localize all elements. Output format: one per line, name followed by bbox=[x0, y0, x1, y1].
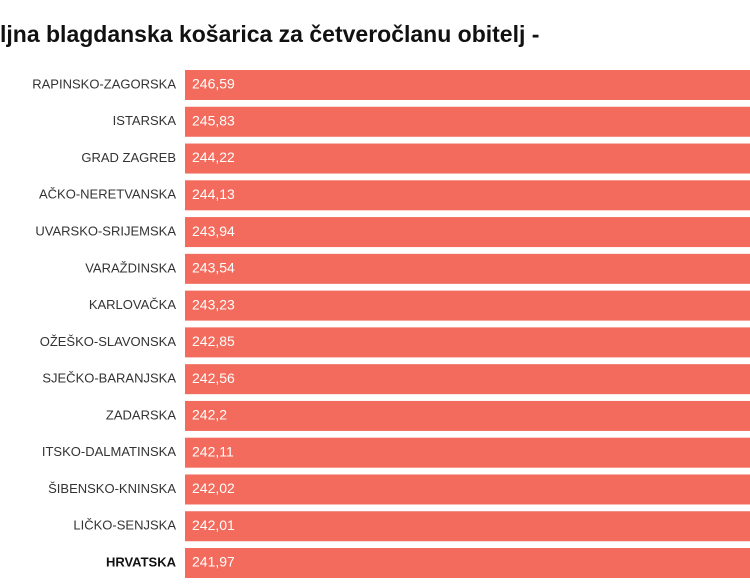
bar bbox=[185, 327, 750, 358]
value-label: 242,01 bbox=[192, 517, 235, 533]
bar bbox=[185, 253, 750, 284]
value-label: 242,2 bbox=[192, 407, 227, 423]
bar bbox=[185, 106, 750, 137]
category-label: ŠIBENSKO-KNINSKA bbox=[48, 481, 176, 496]
category-label: ITSKO-DALMATINSKA bbox=[42, 444, 176, 459]
category-label: RAPINSKO-ZAGORSKA bbox=[32, 76, 176, 91]
bar bbox=[185, 474, 750, 505]
bar bbox=[185, 548, 750, 579]
bar bbox=[185, 70, 750, 100]
value-label: 243,94 bbox=[192, 223, 235, 239]
category-label: OŽEŠKO-SLAVONSKA bbox=[40, 334, 177, 349]
bar bbox=[185, 511, 750, 542]
value-label: 246,59 bbox=[192, 76, 235, 92]
chart-title: ljna blagdanska košarica za četveročlanu… bbox=[0, 21, 539, 47]
value-label: 241,97 bbox=[192, 554, 235, 570]
category-label: AČKO-NERETVANSKA bbox=[39, 187, 176, 202]
bar bbox=[185, 290, 750, 321]
bar bbox=[185, 400, 750, 431]
value-label: 242,02 bbox=[192, 480, 235, 496]
value-label: 244,22 bbox=[192, 149, 235, 165]
value-label: 242,56 bbox=[192, 370, 235, 386]
value-label: 245,83 bbox=[192, 112, 235, 128]
value-label: 242,85 bbox=[192, 333, 235, 349]
category-label: ISTARSKA bbox=[113, 113, 177, 128]
bar bbox=[185, 143, 750, 174]
category-label: HRVATSKA bbox=[106, 554, 177, 569]
category-label: UVARSKO-SRIJEMSKA bbox=[35, 224, 176, 239]
category-label: LIČKO-SENJSKA bbox=[73, 518, 176, 533]
category-label: SJEČKO-BARANJSKA bbox=[42, 371, 176, 386]
bar bbox=[185, 437, 750, 468]
value-label: 243,54 bbox=[192, 260, 235, 276]
value-label: 242,11 bbox=[192, 443, 234, 459]
category-label: KARLOVAČKA bbox=[89, 297, 177, 312]
category-label: GRAD ZAGREB bbox=[81, 150, 176, 165]
category-label: VARAŽDINSKA bbox=[85, 260, 176, 275]
value-label: 244,13 bbox=[192, 186, 235, 202]
bar bbox=[185, 364, 750, 395]
category-label: ZADARSKA bbox=[106, 407, 176, 422]
value-label: 243,23 bbox=[192, 296, 235, 312]
bar bbox=[185, 180, 750, 211]
bar bbox=[185, 217, 750, 248]
